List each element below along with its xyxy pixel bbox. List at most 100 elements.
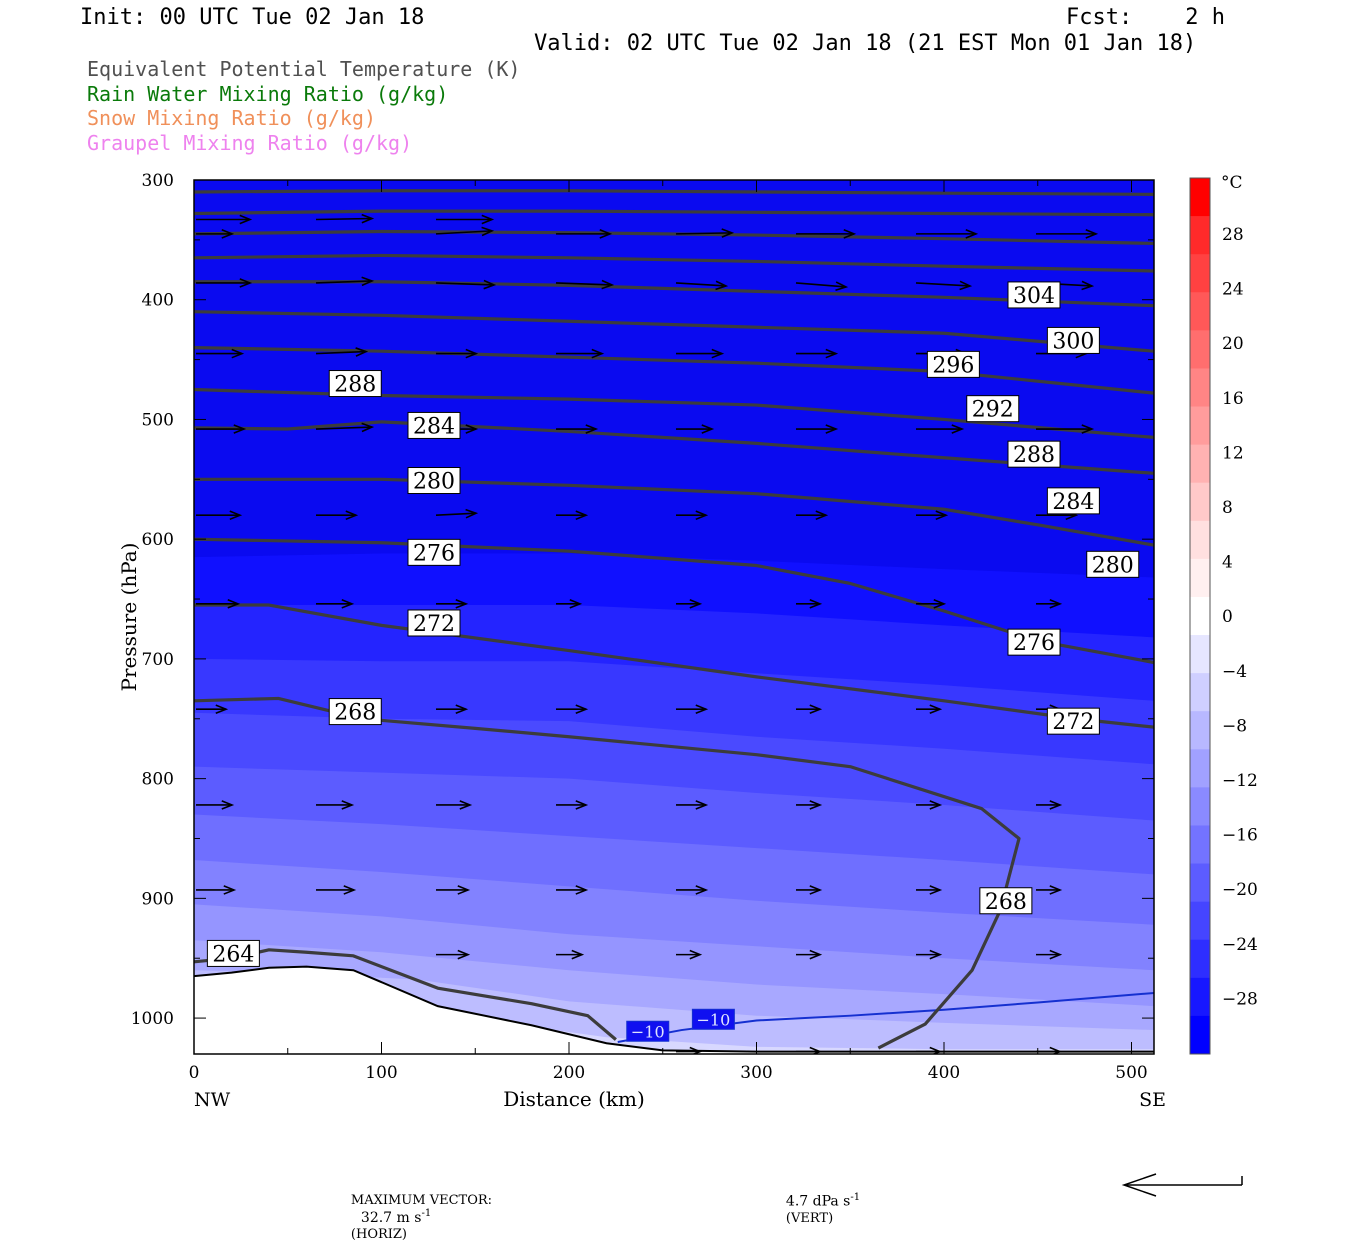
wind-vector-head	[929, 704, 943, 715]
theta-e-label: 280	[1092, 553, 1134, 578]
wind-vector-head	[711, 348, 725, 359]
theta-e-label-box	[926, 350, 980, 378]
theta-e-label: 284	[413, 414, 455, 439]
theta-e-label: 296	[932, 353, 974, 378]
colorbar-label: 8	[1222, 498, 1233, 518]
wind-vector-head	[965, 229, 979, 239]
wind-vector-head	[1085, 229, 1099, 239]
cross-section-chart: 2642682682722722762762802802842842882882…	[117, 171, 1258, 1111]
theta-e-label: 288	[1013, 443, 1055, 468]
wind-vector-head	[223, 885, 237, 895]
plot-frame	[193, 179, 1155, 1055]
colorbar-label: 16	[1222, 389, 1244, 409]
colorbar-swatch	[1190, 368, 1210, 408]
colorbar-swatch	[1190, 863, 1210, 903]
wind-vector-head	[1049, 885, 1063, 895]
temperature-label: −10	[696, 1010, 730, 1029]
theta-e-label: 284	[1052, 490, 1094, 515]
temperature-contour-minus10	[617, 991, 1154, 1044]
colorbar-swatch	[1190, 254, 1210, 293]
wind-vector-head	[591, 348, 605, 359]
theta-e-label-box	[1046, 487, 1100, 515]
wind-vector-head	[341, 599, 355, 609]
colorbar-label: 0	[1222, 607, 1233, 627]
colorbar-swatch	[1190, 520, 1210, 560]
wind-vector-head	[809, 949, 823, 960]
theta-e-label-box	[407, 411, 461, 439]
theta-e-label-box	[966, 395, 1020, 423]
y-tick-label: 500	[142, 410, 174, 430]
wind-vector-head	[231, 348, 245, 359]
y-tick-label: 700	[142, 650, 174, 670]
wind-vector-head	[935, 510, 949, 521]
wind-vector-head	[465, 424, 479, 434]
wind-vector-head	[599, 229, 613, 239]
colorbar-swatch	[1190, 444, 1210, 484]
temperature-label: −10	[631, 1022, 665, 1041]
wind-vector	[675, 282, 727, 287]
colorbar-swatch	[1190, 673, 1210, 712]
wind-vector-head	[361, 422, 375, 433]
colorbar-label: −24	[1222, 935, 1258, 955]
wind-vector-head	[575, 885, 589, 895]
x-tick-label: 100	[365, 1063, 397, 1083]
theta-e-label: 268	[985, 890, 1027, 915]
horiz-unit: (HORIZ)	[350, 1226, 408, 1242]
wind-vector-head	[1049, 800, 1063, 810]
wind-vector-head	[361, 276, 375, 287]
wind-vector-head	[929, 1046, 943, 1054]
colorbar-swatch	[1190, 901, 1210, 941]
colorbar-label: −8	[1222, 716, 1247, 736]
theta-e-contour-316	[194, 189, 1154, 196]
theta-e-label-box	[328, 698, 382, 726]
y-tick-label: 800	[142, 770, 174, 790]
wind-vector-head	[809, 1046, 823, 1054]
wind-vector-head	[695, 885, 709, 895]
wind-vector-head	[221, 800, 235, 810]
wind-vector-head	[825, 424, 839, 434]
wind-vector-head	[929, 885, 943, 895]
y-tick-label: 600	[142, 530, 174, 550]
wind-vector	[915, 282, 971, 287]
colorbar-frame	[1189, 177, 1211, 1055]
max-vector-label: MAXIMUM VECTOR:	[350, 1193, 493, 1208]
wind-vector-head	[695, 510, 709, 521]
wind-vector-head	[689, 599, 703, 609]
wind-vector-head	[933, 599, 947, 609]
y-tick-label: 300	[142, 171, 174, 191]
colorbar-swatch	[1190, 1015, 1210, 1055]
colorbar-label: −4	[1222, 662, 1247, 682]
colorbar-label: −20	[1222, 880, 1258, 900]
y-tick-label: 900	[142, 889, 174, 909]
wind-vector-head	[215, 704, 229, 715]
wind-vector-head	[361, 213, 375, 224]
wind-vector-head	[721, 228, 735, 238]
wind-vector-head	[343, 885, 357, 895]
wind-vector-head	[815, 510, 829, 521]
wind-vector-head	[569, 599, 583, 609]
theta-e-label-box	[1007, 281, 1061, 309]
wind-vector	[315, 280, 373, 284]
wind-vector	[555, 282, 613, 286]
colorbar-swatch	[1190, 292, 1210, 331]
x-end-label-nw: NW	[194, 1089, 231, 1111]
wind-vector-head	[455, 704, 469, 715]
init-time: Init: 00 UTC Tue 02 Jan 18	[80, 5, 425, 30]
wind-vector-head	[483, 279, 497, 290]
wind-vector-head	[233, 424, 247, 434]
wind-vector-head	[929, 949, 943, 960]
x-end-label-se: SE	[1139, 1089, 1166, 1111]
theta-e-label-box	[1086, 550, 1140, 578]
wind-vector-head	[465, 508, 479, 519]
y-tick-label: 400	[142, 291, 174, 311]
wind-vector-head	[695, 704, 709, 715]
wind-vector-head	[341, 800, 355, 810]
wind-vector-head	[695, 800, 709, 810]
wind-vector-head	[221, 229, 235, 239]
wind-vector-head	[689, 1046, 703, 1054]
vert-value: 4.7 dPa s	[785, 1193, 851, 1210]
temperature-label-box	[691, 1008, 735, 1030]
wind-vector	[435, 512, 477, 517]
y-axis-title: Pressure (hPa)	[117, 543, 141, 692]
colorbar-swatch	[1190, 939, 1210, 979]
